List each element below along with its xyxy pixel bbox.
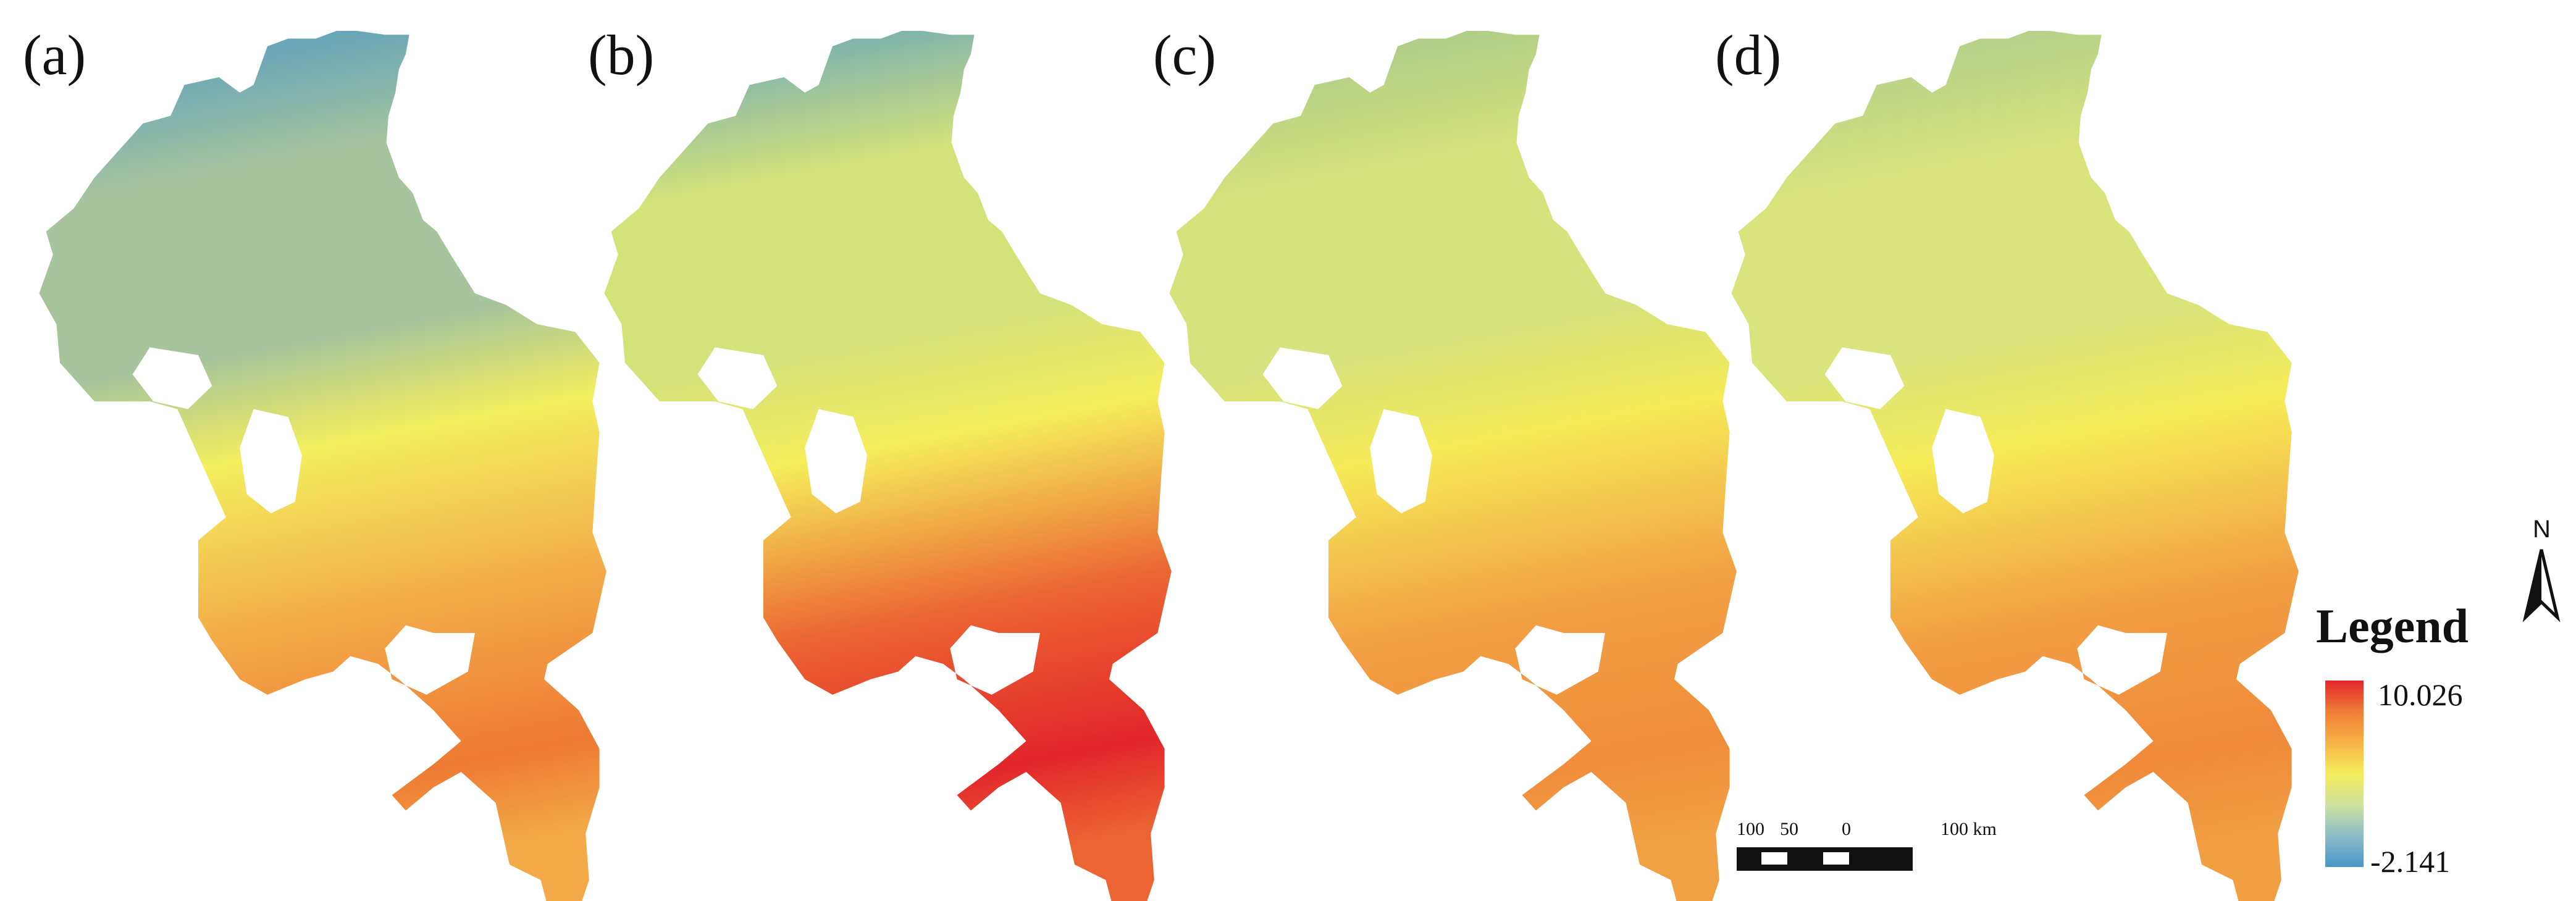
legend-colorbar: [2325, 681, 2364, 867]
scale-bar: 100 50 0 100 km: [1737, 819, 1997, 871]
north-letter: N: [2533, 516, 2551, 543]
legend-min-value: -2.141: [2370, 844, 2450, 879]
map-panel-c: (c): [1153, 23, 1737, 901]
legend-max-value: 10.026: [2378, 677, 2463, 712]
map-panel-a: (a): [23, 23, 606, 901]
north-arrow-fill: [2525, 550, 2541, 618]
map-region-d: [1731, 31, 2299, 901]
map-region-a: [39, 31, 606, 901]
scale-label-100: 100: [1737, 819, 1764, 839]
panel-label-b: (b): [588, 23, 654, 86]
map-region-c: [1169, 31, 1737, 901]
legend-title: Legend: [2316, 599, 2469, 653]
map-panel-d: (d): [1715, 23, 2299, 901]
north-arrow: N: [2522, 516, 2561, 622]
scale-label-0: 0: [1842, 819, 1851, 839]
scale-label-100km: 100 km: [1940, 819, 1997, 839]
map-panel-b: (b): [588, 23, 1172, 901]
panel-label-d: (d): [1715, 23, 1781, 86]
panel-label-c: (c): [1153, 23, 1216, 86]
legend: Legend 10.026 -2.141: [2316, 599, 2469, 879]
scale-label-50: 50: [1780, 819, 1798, 839]
map-region-b: [604, 31, 1172, 901]
scale-bar-segment-1: [1761, 852, 1787, 865]
panel-label-a: (a): [23, 23, 86, 86]
scale-bar-segment-2: [1823, 852, 1849, 865]
